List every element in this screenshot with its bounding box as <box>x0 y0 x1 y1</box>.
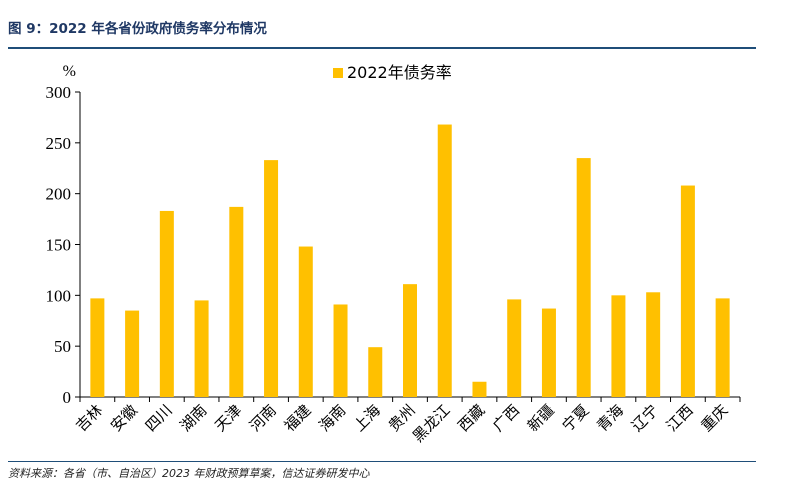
bar-贵州 <box>403 284 417 397</box>
category-label: 湖南 <box>176 401 210 435</box>
bar-湖南 <box>194 300 209 397</box>
bar-河南 <box>264 160 279 397</box>
bar-安徽 <box>125 310 140 397</box>
category-label: 福建 <box>281 401 315 435</box>
y-tick-label: 250 <box>46 134 72 153</box>
legend-label: 2022年债务率 <box>347 63 452 82</box>
category-label: 江西 <box>663 401 697 435</box>
category-label: 天津 <box>211 401 245 435</box>
y-tick-label: 100 <box>46 286 72 305</box>
bar-吉林 <box>90 298 105 397</box>
y-tick-label: 0 <box>63 388 72 407</box>
bar-上海 <box>368 347 383 397</box>
category-label: 黑龙江 <box>409 401 454 446</box>
category-label: 青海 <box>593 401 627 435</box>
figure-title: 图 9：2022 年各省份政府债务率分布情况 <box>8 21 267 37</box>
y-tick-label: 200 <box>46 185 72 204</box>
y-tick-label: 300 <box>46 83 72 102</box>
bar-重庆 <box>715 298 730 397</box>
bar-海南 <box>333 304 348 397</box>
bar-四川 <box>159 210 174 397</box>
category-label: 重庆 <box>698 401 732 435</box>
bar-新疆 <box>541 308 556 397</box>
bar-黑龙江 <box>437 124 452 398</box>
bar-青海 <box>611 295 626 397</box>
category-label: 上海 <box>350 401 384 435</box>
legend-swatch <box>333 68 343 78</box>
category-label: 河南 <box>246 401 280 435</box>
source-note: 资料来源：各省（市、自治区）2023 年财政预算草案，信达证券研发中心 <box>8 467 370 480</box>
category-label: 西藏 <box>454 401 488 435</box>
bottom-divider <box>8 461 756 462</box>
y-tick-label: 50 <box>54 337 71 356</box>
bar-江西 <box>680 185 695 397</box>
category-label: 安徽 <box>107 401 141 435</box>
y-axis-unit: % <box>63 63 76 80</box>
bar-福建 <box>298 246 313 397</box>
bar-天津 <box>229 206 244 397</box>
category-label: 新疆 <box>524 401 558 435</box>
bar-西藏 <box>472 381 487 397</box>
category-label: 吉林 <box>72 401 106 435</box>
bar-广西 <box>507 299 522 397</box>
bar-宁夏 <box>576 158 591 397</box>
bar-辽宁 <box>646 292 661 397</box>
category-label: 海南 <box>315 401 349 435</box>
category-label: 四川 <box>142 401 176 435</box>
top-divider <box>8 47 756 49</box>
y-tick-label: 150 <box>46 236 72 255</box>
category-label: 宁夏 <box>559 401 593 435</box>
category-label: 辽宁 <box>628 401 662 435</box>
category-label: 广西 <box>489 401 523 435</box>
